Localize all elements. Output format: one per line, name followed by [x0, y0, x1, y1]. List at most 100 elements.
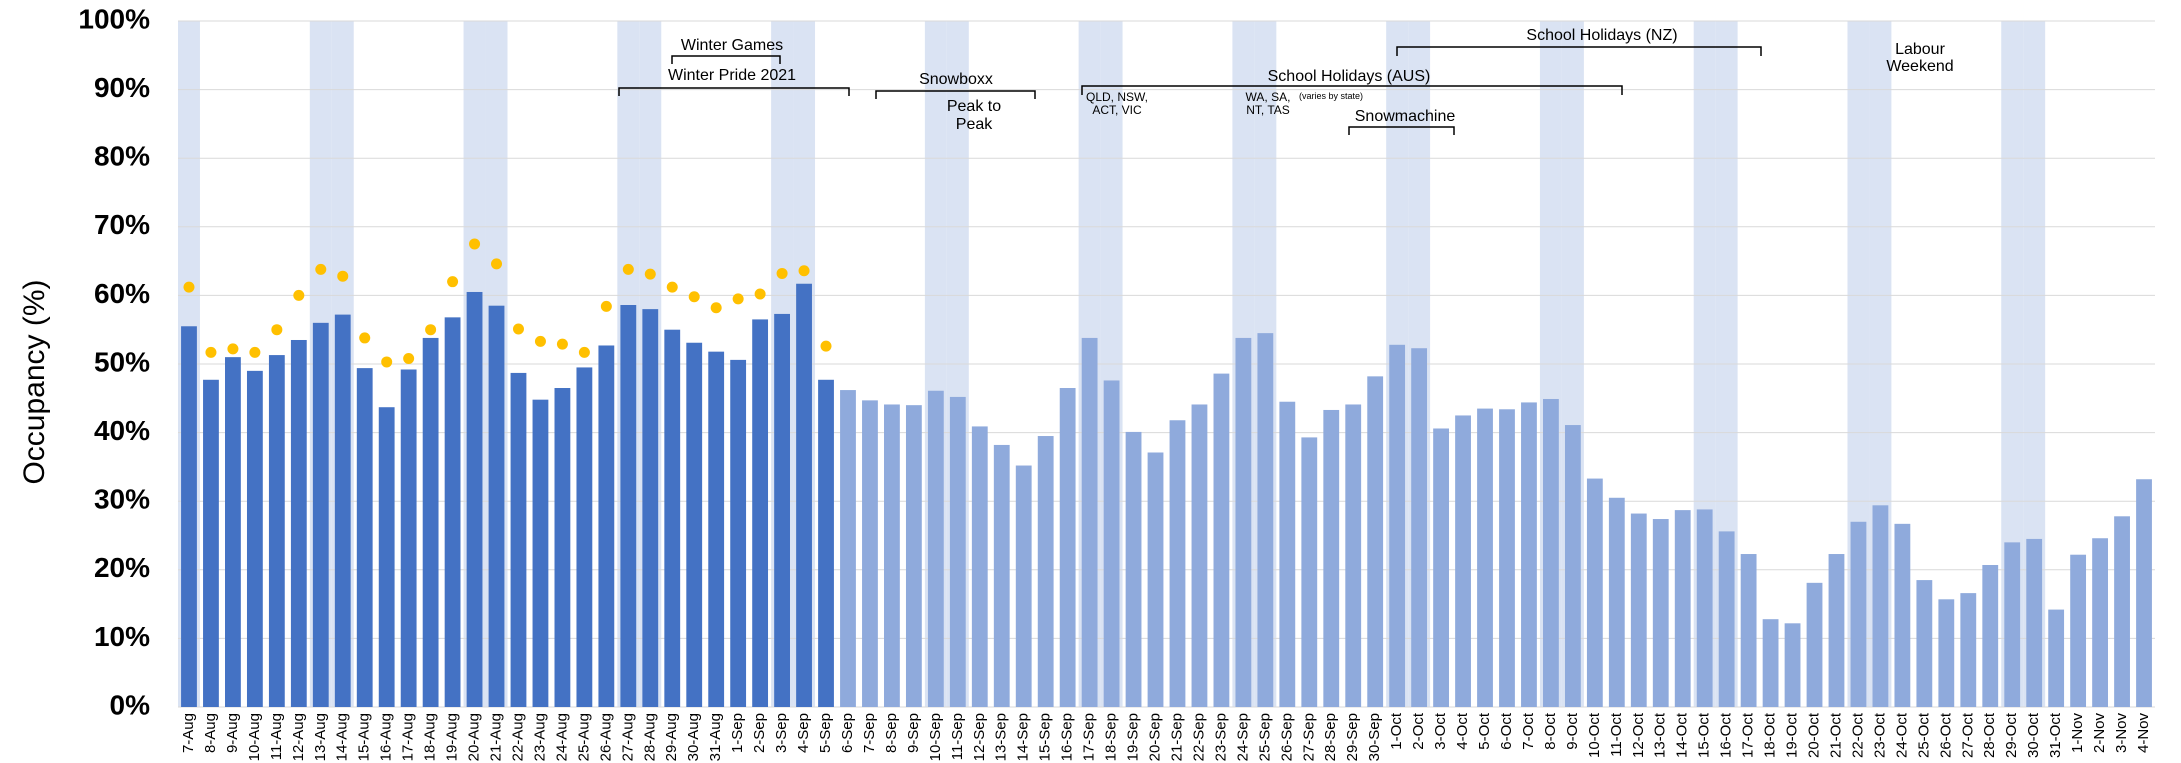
bar: [1499, 409, 1515, 707]
x-tick-label: 23-Sep: [1212, 713, 1229, 761]
bar: [554, 388, 571, 707]
bar: [2004, 542, 2021, 707]
y-tick-label: 0%: [110, 689, 151, 720]
bar: [927, 390, 944, 707]
annotation: Winter Games: [681, 37, 783, 54]
x-tick-label: 1-Nov: [2069, 713, 2086, 754]
bar: [993, 444, 1010, 707]
x-tick-label: 13-Oct: [1652, 712, 1669, 758]
bar: [1257, 333, 1274, 707]
dot: [381, 356, 393, 368]
dot: [183, 281, 195, 293]
bar: [1191, 404, 1208, 707]
dot: [469, 238, 481, 250]
x-tick-label: 23-Aug: [531, 713, 548, 761]
dot: [249, 346, 261, 358]
x-tick-label: 17-Aug: [400, 713, 417, 761]
bar: [334, 314, 351, 707]
x-tick-label: 12-Oct: [1630, 712, 1647, 758]
bar: [620, 305, 637, 707]
bar: [2092, 538, 2108, 707]
bar: [1740, 554, 1757, 707]
x-tick-label: 16-Sep: [1059, 713, 1076, 761]
dot: [534, 335, 546, 347]
dot: [359, 332, 371, 344]
x-tick-label: 26-Oct: [1937, 712, 1954, 758]
bar: [949, 396, 966, 707]
annotation: Peak to: [947, 98, 1001, 115]
x-tick-label: 18-Aug: [422, 713, 439, 761]
y-tick-label: 80%: [94, 141, 150, 172]
dot: [403, 353, 415, 365]
x-tick-label: 5-Sep: [817, 713, 834, 753]
bar: [905, 405, 922, 707]
bar: [1784, 623, 1801, 707]
bar: [268, 355, 285, 707]
x-tick-label: 5-Oct: [1476, 712, 1493, 750]
bar: [510, 372, 527, 707]
x-tick-label: 7-Aug: [180, 713, 197, 753]
bar: [225, 357, 241, 707]
dot: [798, 265, 810, 277]
y-tick-label: 90%: [94, 72, 150, 103]
x-tick-label: 21-Aug: [487, 713, 504, 761]
dot: [600, 300, 612, 312]
x-tick-label: 21-Sep: [1168, 713, 1185, 761]
annotation: School Holidays (NZ): [1526, 27, 1677, 44]
bar: [796, 283, 812, 707]
x-tick-label: 28-Sep: [1322, 713, 1339, 761]
bar: [1960, 593, 1977, 707]
annotation: QLD, NSW,: [1086, 90, 1148, 104]
x-tick-label: 24-Oct: [1893, 712, 1910, 758]
x-tick-label: 20-Sep: [1146, 713, 1163, 761]
x-tick-label: 1-Oct: [1388, 712, 1405, 750]
bar: [1564, 425, 1581, 707]
bar: [1872, 505, 1889, 707]
dot: [227, 343, 239, 355]
bar: [862, 400, 878, 707]
bar: [2136, 479, 2152, 707]
x-tick-label: 3-Nov: [2113, 713, 2130, 754]
x-tick-label: 31-Aug: [707, 713, 724, 761]
x-tick-label: 25-Oct: [1915, 712, 1932, 758]
dot: [820, 340, 832, 352]
x-tick-label: 20-Oct: [1805, 712, 1822, 758]
annotation: (varies by state): [1299, 91, 1363, 101]
x-tick-label: 4-Nov: [2135, 713, 2152, 754]
bracket: [1396, 46, 1762, 56]
bar: [884, 404, 900, 707]
x-tick-label: 3-Oct: [1432, 712, 1449, 750]
bar: [1762, 619, 1779, 707]
x-tick-label: 19-Sep: [1125, 713, 1142, 761]
x-tick-label: 22-Aug: [509, 713, 526, 761]
bar: [1982, 564, 1999, 707]
x-tick-label: 14-Sep: [1015, 713, 1032, 761]
y-tick-label: 20%: [94, 552, 150, 583]
x-tick-label: 16-Oct: [1718, 712, 1735, 758]
x-tick-label: 19-Aug: [444, 713, 461, 761]
annotations: Winter Games Winter Pride 2021 Snowboxx …: [618, 27, 1954, 135]
grid: [178, 20, 2155, 708]
bar: [1081, 337, 1098, 707]
dot: [205, 346, 217, 358]
x-tick-label: 11-Sep: [949, 713, 966, 760]
dot: [622, 263, 634, 275]
bar: [1147, 452, 1164, 707]
bar: [686, 342, 703, 707]
bar: [1630, 513, 1647, 707]
bar: [1828, 554, 1845, 707]
x-tick-label: 27-Oct: [1959, 712, 1976, 758]
dot: [315, 263, 327, 275]
x-tick-label: 3-Sep: [773, 713, 790, 753]
bar: [971, 426, 988, 707]
bar: [1103, 380, 1120, 707]
bar: [1015, 465, 1032, 707]
x-tick-label: 11-Aug: [268, 713, 285, 760]
bar: [1125, 431, 1142, 707]
x-tick-label: 18-Sep: [1103, 713, 1120, 761]
bar: [730, 359, 747, 707]
bar: [2070, 554, 2087, 707]
bar: [181, 326, 197, 707]
bracket: [1081, 85, 1623, 95]
